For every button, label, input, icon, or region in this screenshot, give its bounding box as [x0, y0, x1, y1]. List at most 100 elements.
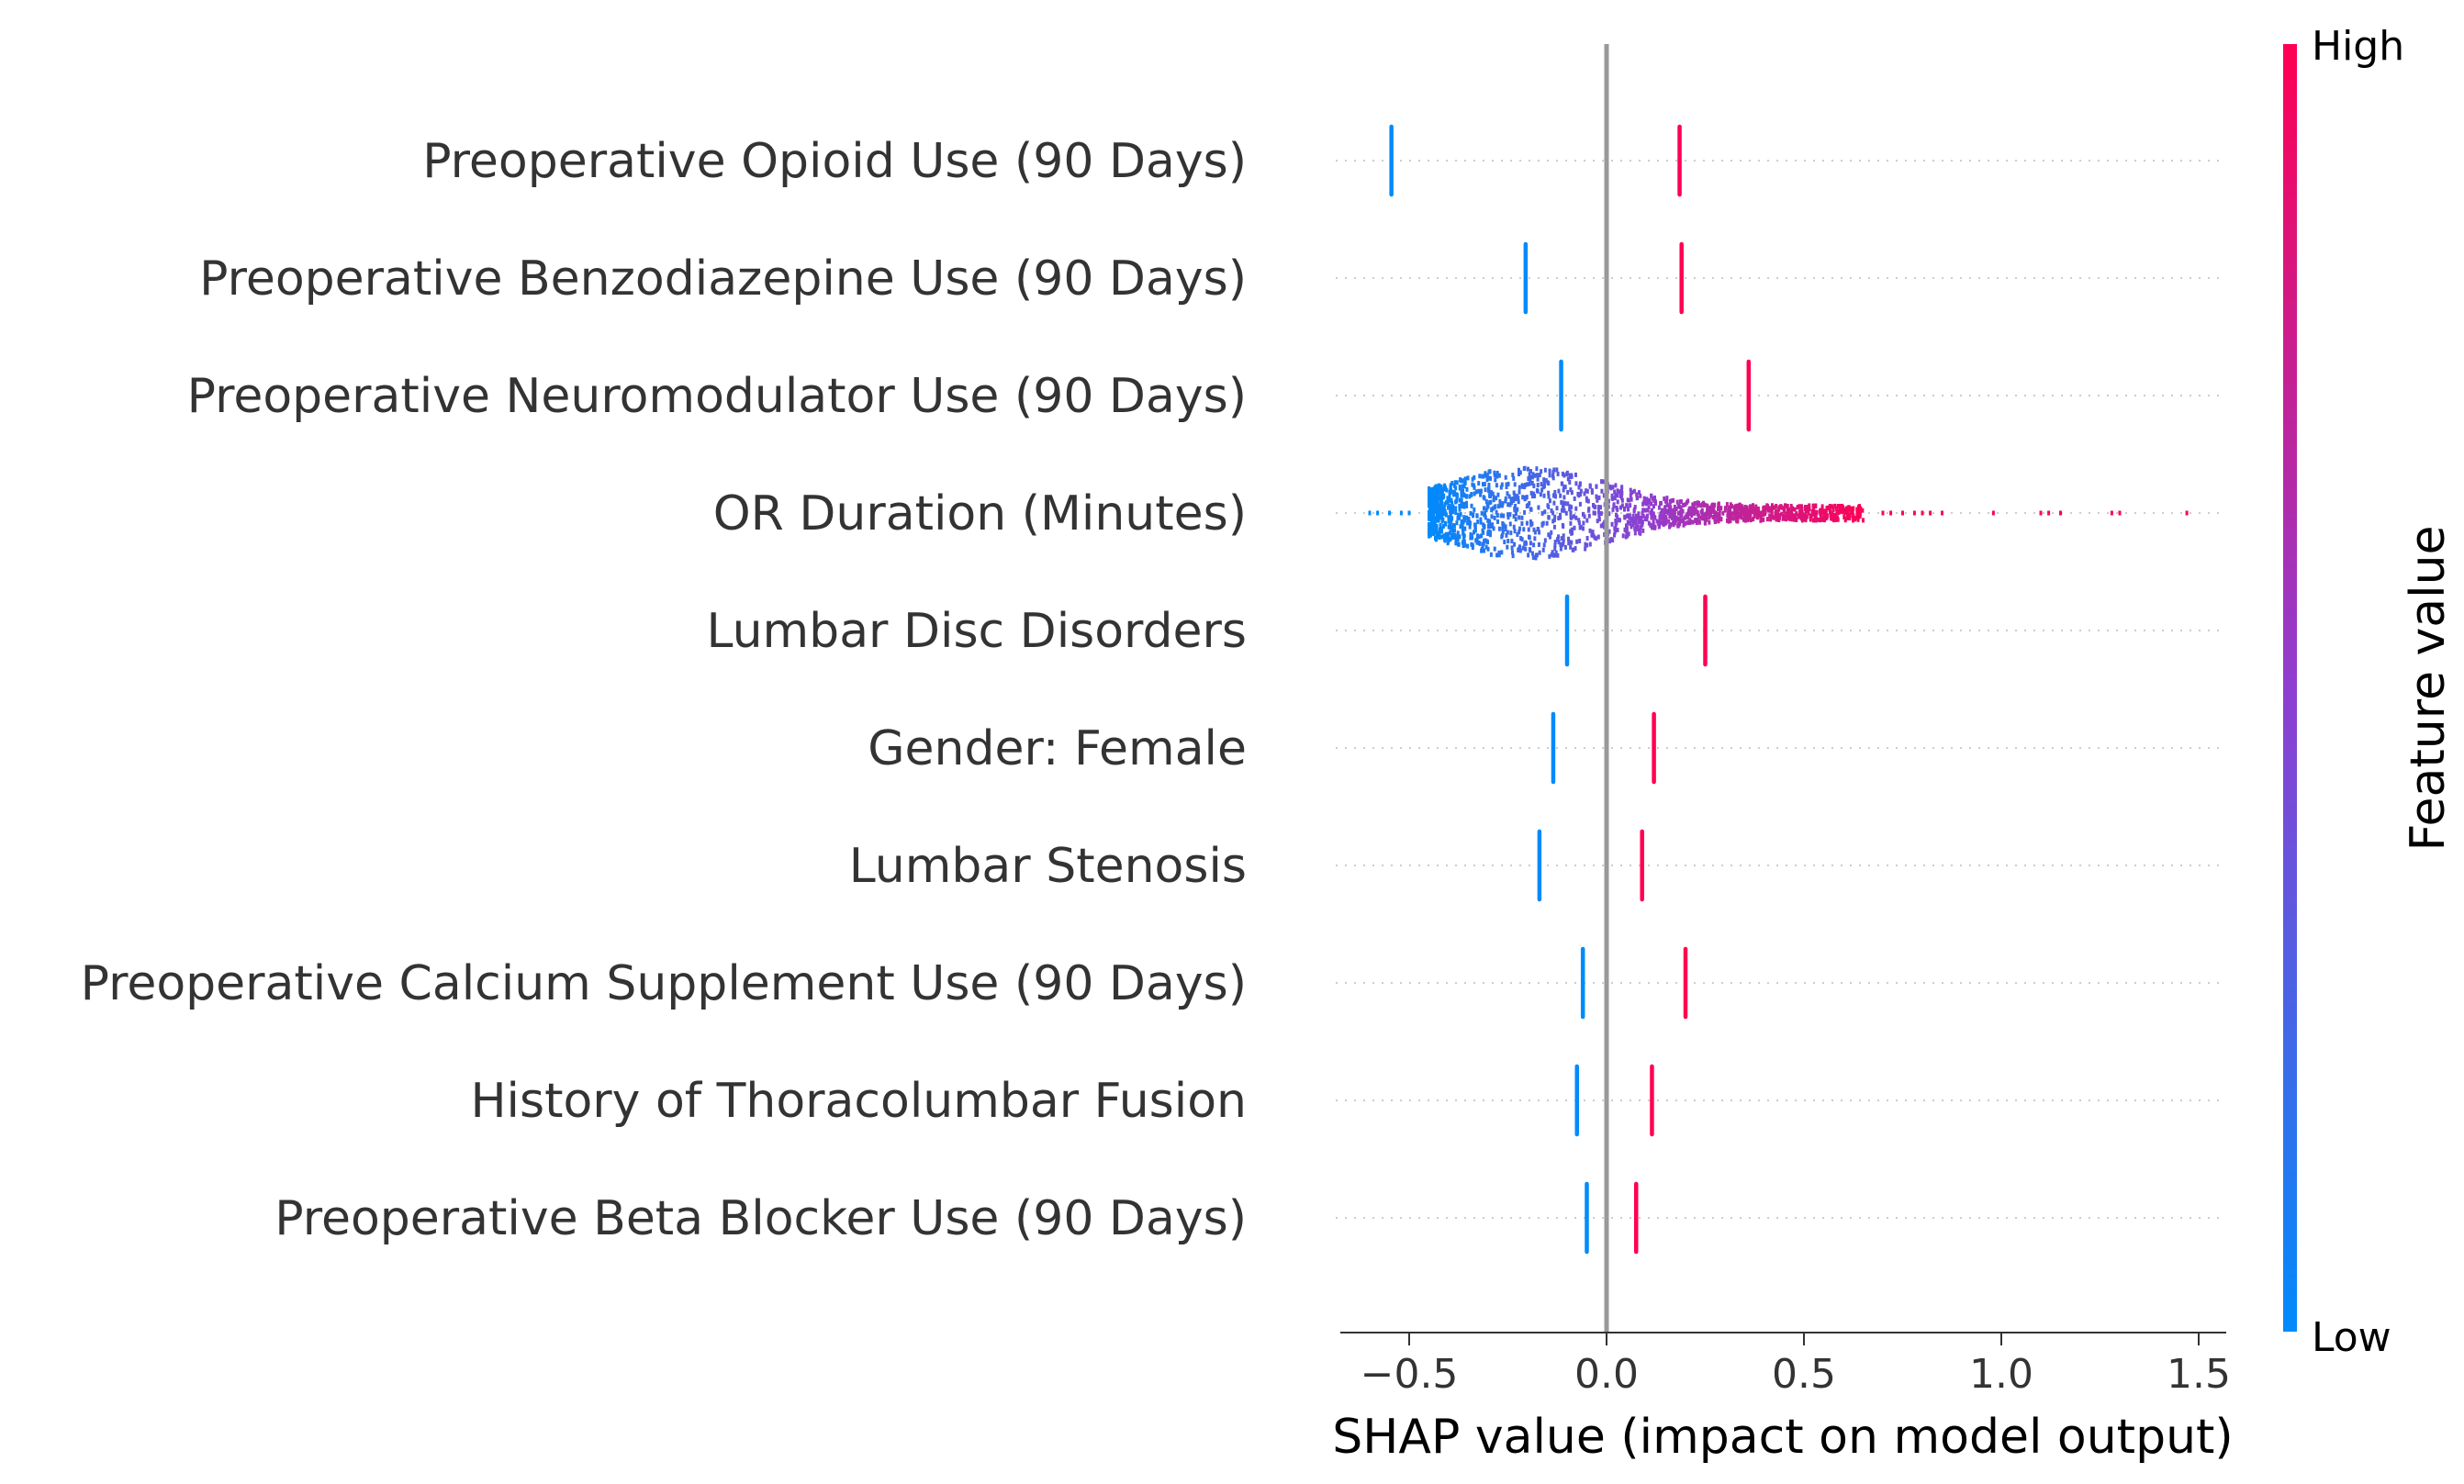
data-point [1488, 519, 1492, 525]
data-point [1599, 505, 1603, 510]
data-point [1649, 522, 1652, 528]
data-point [1518, 526, 1521, 531]
data-point [1492, 497, 1495, 503]
data-point [1842, 509, 1845, 515]
data-point [1473, 527, 1477, 532]
data-point [1454, 536, 1458, 541]
data-point [1529, 541, 1532, 546]
data-point [1783, 508, 1786, 514]
data-point [1489, 530, 1493, 536]
data-point [1445, 536, 1449, 541]
data-point [1487, 488, 1491, 494]
data-point [1696, 500, 1699, 506]
data-point [1675, 499, 1679, 505]
data-point [1506, 502, 1510, 508]
data-point [1555, 467, 1559, 473]
data-point [1727, 513, 1730, 519]
data-point [1742, 513, 1746, 519]
colorbar-gradient [2283, 44, 2297, 1332]
data-point [1481, 482, 1484, 487]
data-point [1468, 494, 1472, 499]
data-point [1614, 483, 1618, 488]
data-point [1770, 508, 1774, 513]
data-point [1833, 503, 1837, 508]
data-point [1813, 504, 1817, 509]
x-axis-title: SHAP value (impact on model output) [1332, 1410, 2233, 1465]
data-point [1804, 518, 1808, 523]
data-point [1430, 486, 1434, 492]
data-point [1699, 515, 1703, 520]
data-point [1574, 506, 1578, 511]
data-point [1434, 504, 1438, 509]
data-point [1727, 510, 1730, 516]
data-point [1407, 510, 1411, 516]
data-point [1463, 476, 1467, 482]
data-point [1537, 541, 1540, 547]
data-point [1641, 510, 1644, 516]
data-point [1756, 515, 1760, 520]
data-point [1495, 483, 1498, 488]
data-point [1574, 472, 1577, 477]
data-point [1555, 506, 1559, 511]
data-point [1478, 541, 1482, 546]
data-point [1561, 503, 1564, 508]
data-point [1439, 489, 1443, 495]
data-point [1765, 517, 1769, 522]
data-point [1652, 514, 1656, 519]
data-point [1780, 505, 1784, 510]
data-point [1502, 513, 1506, 519]
data-point [1455, 480, 1459, 485]
data-point [1488, 493, 1492, 498]
data-point [1710, 503, 1714, 508]
data-point [1591, 530, 1595, 535]
data-point [1744, 510, 1748, 516]
data-point [1469, 535, 1473, 541]
data-point [1578, 501, 1582, 507]
data-point [1841, 504, 1844, 509]
data-point [1798, 504, 1801, 509]
data-point [1477, 481, 1481, 486]
data-point [1784, 503, 1787, 508]
data-point [1479, 519, 1483, 525]
data-point [1497, 552, 1501, 558]
data-point [1610, 496, 1614, 501]
data-point [1548, 534, 1551, 540]
data-point [1504, 498, 1507, 504]
data-point [1466, 517, 1470, 522]
x-axis: −0.5 0.0 0.5 1.0 1.5 [1340, 1332, 2231, 1398]
data-point [1836, 517, 1840, 522]
data-point [1769, 514, 1773, 519]
data-point [1818, 518, 1821, 523]
data-point [1446, 532, 1450, 538]
data-point [1584, 541, 1587, 547]
data-point [1441, 517, 1445, 522]
data-point [1456, 512, 1460, 518]
data-point [1486, 546, 1490, 552]
data-point [1433, 529, 1437, 534]
data-point [1435, 533, 1439, 539]
data-point [1685, 500, 1688, 506]
data-point [1499, 513, 1503, 519]
data-point [1463, 542, 1467, 548]
feature-label: Lumbar Stenosis [849, 839, 1247, 894]
data-point [1501, 520, 1505, 526]
data-point [1674, 518, 1678, 523]
data-point [1529, 474, 1532, 480]
data-point [1439, 503, 1443, 508]
data-point [1588, 528, 1592, 533]
data-point [1449, 508, 1452, 514]
data-point [1727, 507, 1730, 512]
data-point [1490, 514, 1494, 519]
data-point [1495, 474, 1499, 479]
data-point [1501, 530, 1505, 535]
data-point [1508, 502, 1512, 508]
data-point [1529, 469, 1532, 474]
data-point [1582, 520, 1585, 526]
data-point [1547, 490, 1551, 496]
data-point [1627, 507, 1630, 512]
data-point [1674, 515, 1678, 520]
data-point [1520, 515, 1524, 520]
data-point [1621, 533, 1625, 539]
data-point [1442, 504, 1446, 509]
data-point [1488, 500, 1492, 506]
